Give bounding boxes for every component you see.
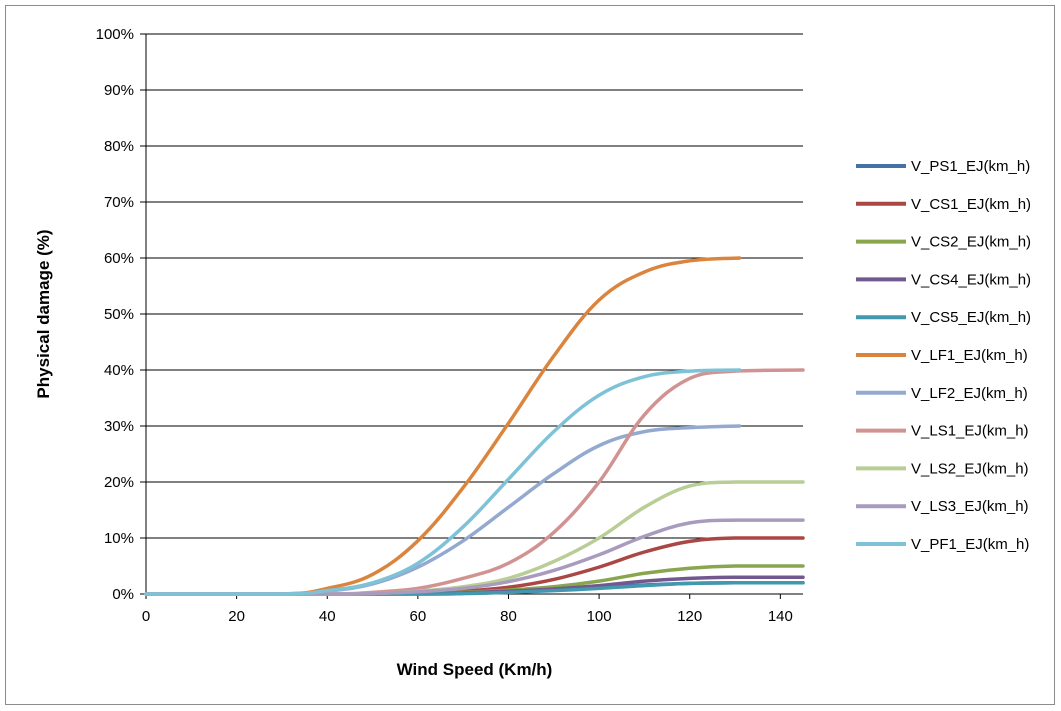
y-tick-label: 90% xyxy=(104,82,134,99)
y-tick-label: 70% xyxy=(104,194,134,211)
y-tick-label: 40% xyxy=(104,362,134,379)
legend-label: V_LS3_EJ(km_h) xyxy=(911,498,1029,515)
legend-item-v-ps1-ej-km-h: V_PS1_EJ(km_h) xyxy=(856,158,1030,175)
y-tick-label: 60% xyxy=(104,250,134,267)
legend-item-v-ls2-ej-km-h: V_LS2_EJ(km_h) xyxy=(856,460,1029,477)
legend-label: V_CS2_EJ(km_h) xyxy=(911,234,1031,251)
legend-label: V_PF1_EJ(km_h) xyxy=(911,536,1029,553)
legend-item-v-cs4-ej-km-h: V_CS4_EJ(km_h) xyxy=(856,271,1031,288)
x-tick-label: 80 xyxy=(500,608,517,625)
chart-frame: 0% 10% 20% 30% 40% 50% 60% 70% 80% 90% 100% 0 20 40 60… xyxy=(5,5,1055,705)
line-chart: 0% 10% 20% 30% 40% 50% 60% 70% 80% 90% 100% 0 20 40 60… xyxy=(34,26,1031,679)
legend-label: V_CS5_EJ(km_h) xyxy=(911,309,1031,326)
x-tick-label: 20 xyxy=(228,608,245,625)
y-tick-label: 100% xyxy=(96,26,134,43)
legend-label: V_CS4_EJ(km_h) xyxy=(911,271,1031,288)
x-axis-title: Wind Speed (Km/h) xyxy=(397,660,553,679)
axes xyxy=(140,33,803,599)
series-lines xyxy=(144,256,805,596)
legend-item-v-lf1-ej-km-h: V_LF1_EJ(km_h) xyxy=(856,347,1028,364)
legend-item-v-pf1-ej-km-h: V_PF1_EJ(km_h) xyxy=(856,536,1029,553)
x-tick-label: 140 xyxy=(768,608,793,625)
legend-label: V_CS1_EJ(km_h) xyxy=(911,196,1031,213)
x-tick-label: 60 xyxy=(410,608,427,625)
x-tick-label: 100 xyxy=(587,608,612,625)
legend-label: V_LS2_EJ(km_h) xyxy=(911,460,1029,477)
y-tick-label: 80% xyxy=(104,138,134,155)
x-tick-label: 120 xyxy=(677,608,702,625)
legend-label: V_PS1_EJ(km_h) xyxy=(911,158,1030,175)
legend-label: V_LF2_EJ(km_h) xyxy=(911,385,1028,402)
y-tick-label: 10% xyxy=(104,530,134,547)
tick-labels: 0% 10% 20% 30% 40% 50% 60% 70% 80% 90% 100% 0 20 40 60… xyxy=(96,26,793,625)
legend-label: V_LF1_EJ(km_h) xyxy=(911,347,1028,364)
legend-item-v-ls1-ej-km-h: V_LS1_EJ(km_h) xyxy=(856,423,1029,440)
legend-item-v-cs1-ej-km-h: V_CS1_EJ(km_h) xyxy=(856,196,1031,213)
gridlines xyxy=(146,33,803,539)
series-line-v-pf1-ej-km-h xyxy=(144,368,742,596)
legend-label: V_LS1_EJ(km_h) xyxy=(911,423,1029,440)
x-tick-label: 0 xyxy=(142,608,150,625)
series-line-v-cs5-ej-km-h xyxy=(144,581,805,596)
legend: V_PS1_EJ(km_h) V_CS1_EJ(km_h) V_CS2_EJ(km_… xyxy=(856,158,1031,553)
series-line-v-lf2-ej-km-h xyxy=(144,424,742,596)
legend-item-v-cs5-ej-km-h: V_CS5_EJ(km_h) xyxy=(856,309,1031,326)
y-tick-label: 50% xyxy=(104,306,134,323)
legend-item-v-ls3-ej-km-h: V_LS3_EJ(km_h) xyxy=(856,498,1029,515)
y-tick-label: 20% xyxy=(104,474,134,491)
series-line-v-ls3-ej-km-h xyxy=(144,518,805,596)
legend-item-v-cs2-ej-km-h: V_CS2_EJ(km_h) xyxy=(856,234,1031,251)
x-tick-label: 40 xyxy=(319,608,336,625)
y-tick-label: 0% xyxy=(112,586,134,603)
y-axis-title: Physical damage (%) xyxy=(34,229,53,398)
y-tick-label: 30% xyxy=(104,418,134,435)
legend-item-v-lf2-ej-km-h: V_LF2_EJ(km_h) xyxy=(856,385,1028,402)
